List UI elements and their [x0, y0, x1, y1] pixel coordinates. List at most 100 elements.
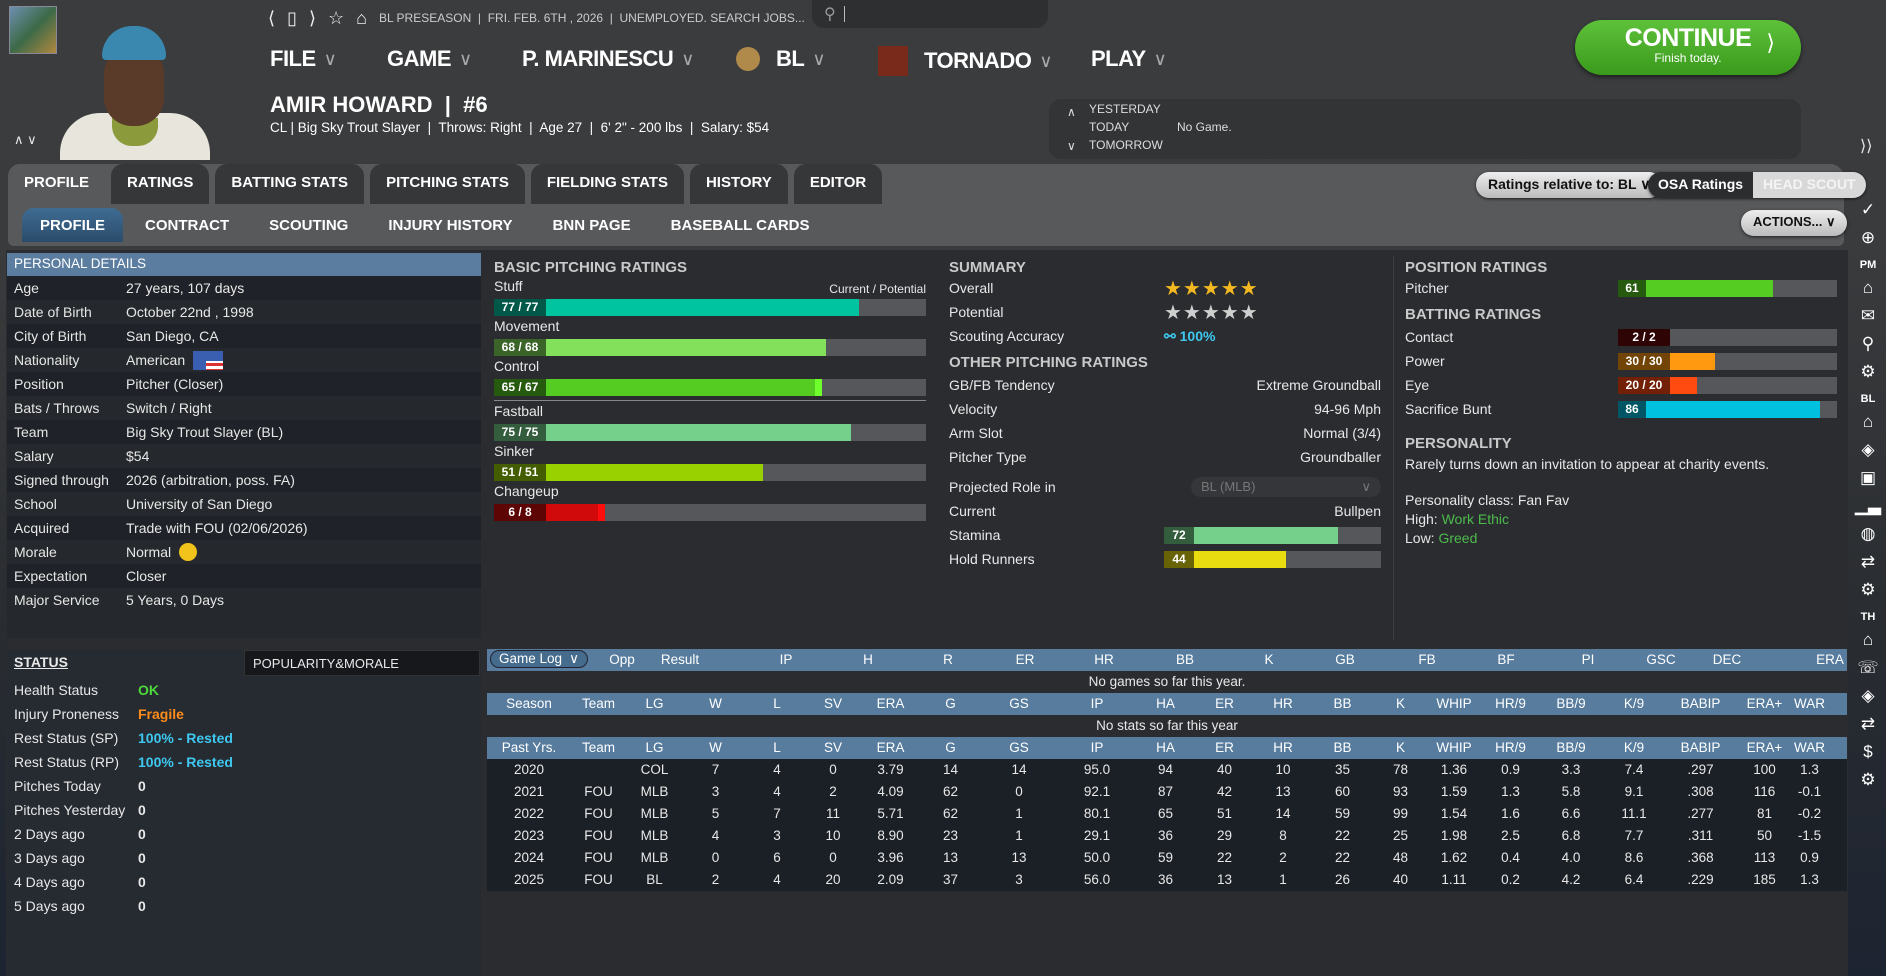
column-header[interactable]: ERA [1816, 652, 1844, 667]
column-header[interactable]: HR/9 [1495, 696, 1526, 711]
column-header[interactable]: ERA [876, 740, 905, 755]
column-header[interactable]: W [709, 740, 722, 755]
column-header[interactable]: IP [779, 652, 793, 667]
column-header[interactable]: ER [1215, 740, 1234, 755]
column-header[interactable]: K [1395, 696, 1406, 711]
search-input[interactable] [843, 6, 1024, 22]
column-header[interactable]: Opp [609, 652, 635, 667]
column-header[interactable]: SV [823, 696, 843, 711]
yesterday-link[interactable]: YESTERDAY [1089, 102, 1161, 116]
column-header[interactable]: Team [581, 740, 616, 755]
actions-dropdown[interactable]: ACTIONS... ∨ [1741, 210, 1848, 236]
gear-icon[interactable]: ⚙ [1860, 362, 1876, 381]
player-nav-arrows[interactable]: ∧ ∨ [14, 132, 37, 147]
column-header[interactable]: BB [1333, 740, 1352, 755]
tab-ratings[interactable]: RATINGS [111, 164, 210, 204]
column-header[interactable]: DEC [1712, 652, 1742, 667]
column-header[interactable]: BB [1333, 696, 1352, 711]
dollar-icon[interactable]: $ [1863, 742, 1873, 761]
ratings-relative-dropdown[interactable]: Ratings relative to: BL ∨ [1476, 172, 1663, 198]
expand-sidebar-icon[interactable]: ⟩⟩ [1860, 138, 1873, 155]
page-icon[interactable]: ▯ [287, 7, 297, 28]
column-header[interactable]: LG [645, 696, 664, 711]
column-header[interactable]: R [943, 652, 953, 667]
column-header[interactable]: Result [660, 652, 700, 667]
menu-file[interactable]: FILE ∨ [270, 46, 337, 72]
home-icon[interactable]: ⌂ [1862, 412, 1874, 431]
tab-pitching-stats[interactable]: PITCHING STATS [370, 164, 525, 204]
column-header[interactable]: K [1395, 740, 1406, 755]
column-header[interactable]: BABIP [1680, 740, 1721, 755]
check-icon[interactable]: ✓ [1860, 200, 1876, 219]
column-header[interactable]: WAR [1794, 740, 1825, 755]
column-header[interactable]: GSC [1646, 652, 1676, 667]
column-header[interactable]: ER [1015, 652, 1035, 667]
schedule-up-icon[interactable]: ∧ [1067, 105, 1076, 119]
menu-manager[interactable]: P. MARINESCU ∨ [522, 46, 694, 72]
continue-button[interactable]: CONTINUE Finish today. ⟩ [1575, 20, 1801, 75]
column-header[interactable]: Team [581, 696, 616, 711]
column-header[interactable]: Past Yrs. [501, 740, 557, 755]
search-box[interactable]: ⚲ [812, 0, 1048, 28]
osa-ratings-option[interactable]: OSA Ratings [1648, 172, 1754, 198]
column-header[interactable]: BB/9 [1556, 696, 1586, 711]
column-header[interactable]: HA [1156, 696, 1175, 711]
subtab-injury-history[interactable]: INJURY HISTORY [370, 208, 530, 242]
tab-history[interactable]: HISTORY [689, 164, 788, 204]
column-header[interactable]: IP [1090, 696, 1104, 711]
column-header[interactable]: SV [823, 740, 843, 755]
gamelog-select[interactable]: Game Log ∨ [490, 650, 588, 668]
column-header[interactable]: WHIP [1436, 696, 1472, 711]
subtab-baseball-cards[interactable]: BASEBALL CARDS [653, 208, 828, 242]
menu-game[interactable]: GAME ∨ [387, 46, 472, 72]
column-header[interactable]: WAR [1794, 696, 1825, 711]
column-header[interactable]: ERA+ [1746, 696, 1783, 711]
column-header[interactable]: BABIP [1680, 696, 1721, 711]
column-header[interactable]: ERA+ [1746, 740, 1783, 755]
tab-batting-stats[interactable]: BATTING STATS [215, 164, 365, 204]
column-header[interactable]: GS [1009, 696, 1029, 711]
baseball-icon[interactable]: ◍ [1860, 524, 1876, 543]
column-header[interactable]: L [773, 696, 781, 711]
column-header[interactable]: HR [1094, 652, 1114, 667]
menu-league[interactable]: BL ∨ [736, 46, 826, 72]
home-icon[interactable]: ⌂ [1862, 278, 1874, 297]
column-header[interactable]: HR [1273, 740, 1293, 755]
column-header[interactable]: W [709, 696, 722, 711]
team-logo-thumbnail[interactable] [9, 6, 57, 54]
column-header[interactable]: GS [1009, 740, 1029, 755]
column-header[interactable]: K/9 [1623, 696, 1645, 711]
globe-icon[interactable]: ⊕ [1860, 228, 1876, 247]
column-header[interactable]: BB [1175, 652, 1195, 667]
column-header[interactable]: K/9 [1623, 740, 1645, 755]
column-header[interactable]: BB/9 [1556, 740, 1586, 755]
transfer-icon[interactable]: ⇄ [1860, 552, 1876, 571]
column-header[interactable]: GB [1335, 652, 1355, 667]
location-icon[interactable]: ◈ [1861, 440, 1875, 459]
column-header[interactable]: WHIP [1436, 740, 1472, 755]
chart-icon[interactable]: ▁▃ [1854, 496, 1882, 515]
gear-icon[interactable]: ⚙ [1860, 580, 1876, 599]
transfer-icon[interactable]: ⇄ [1860, 714, 1876, 733]
search-icon[interactable]: ⚲ [1861, 334, 1875, 353]
subtab-bnn-page[interactable]: BNN PAGE [535, 208, 649, 242]
tomorrow-link[interactable]: TOMORROW [1089, 138, 1163, 152]
column-header[interactable]: ERA [876, 696, 905, 711]
home-icon[interactable]: ⌂ [1862, 630, 1874, 649]
schedule-down-icon[interactable]: ∨ [1067, 139, 1076, 153]
mail-icon[interactable]: ✉ [1860, 306, 1876, 325]
column-header[interactable]: Season [506, 696, 552, 711]
status-text[interactable]: BL PRESEASON | FRI. FEB. 6TH , 2026 | UN… [378, 11, 805, 25]
column-header[interactable]: FB [1418, 652, 1436, 667]
popularity-morale-header[interactable]: POPULARITY&MORALE [244, 650, 480, 676]
tab-profile[interactable]: PROFILE [8, 164, 106, 204]
subtab-scouting[interactable]: SCOUTING [251, 208, 366, 242]
back-icon[interactable]: ⟨ [268, 7, 276, 28]
forward-icon[interactable]: ⟩ [308, 7, 316, 28]
subtab-contract[interactable]: CONTRACT [127, 208, 247, 242]
tab-fielding-stats[interactable]: FIELDING STATS [530, 164, 684, 204]
location-icon[interactable]: ◈ [1861, 686, 1875, 705]
column-header[interactable]: HA [1156, 740, 1175, 755]
column-header[interactable]: G [945, 696, 956, 711]
subtab-profile[interactable]: PROFILE [22, 208, 124, 242]
